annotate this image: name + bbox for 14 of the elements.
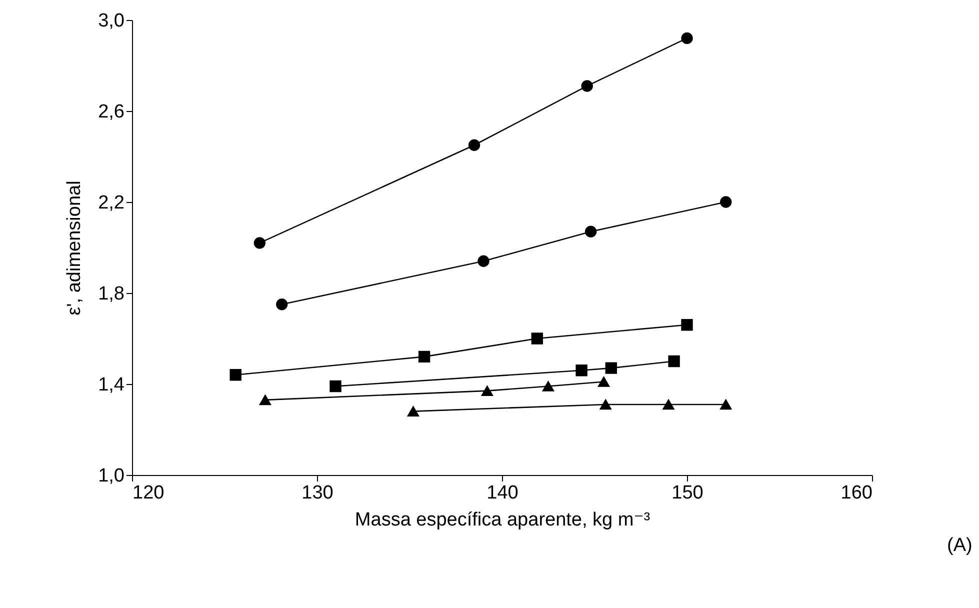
x-tick-label: 160	[840, 482, 872, 504]
y-tick-label: 1,8	[98, 284, 124, 304]
x-axis-title: Massa específica aparente, kg m⁻³	[354, 510, 650, 530]
x-tick-label: 130	[302, 482, 334, 504]
text: (A)	[947, 535, 972, 556]
x-tick-label: 120	[132, 482, 164, 504]
y-tick-label: 2,2	[98, 192, 124, 214]
y-tick-label: 1,4	[98, 374, 125, 396]
y-tick-label: 2,6	[98, 102, 124, 122]
y-axis-title: ε', adimensional	[64, 180, 86, 316]
y-tick-label: 1,0	[98, 466, 124, 486]
y-tick-label: 3,0	[98, 10, 124, 32]
x-tick-label: 140	[486, 482, 518, 504]
x-tick-label: 150	[672, 482, 704, 504]
